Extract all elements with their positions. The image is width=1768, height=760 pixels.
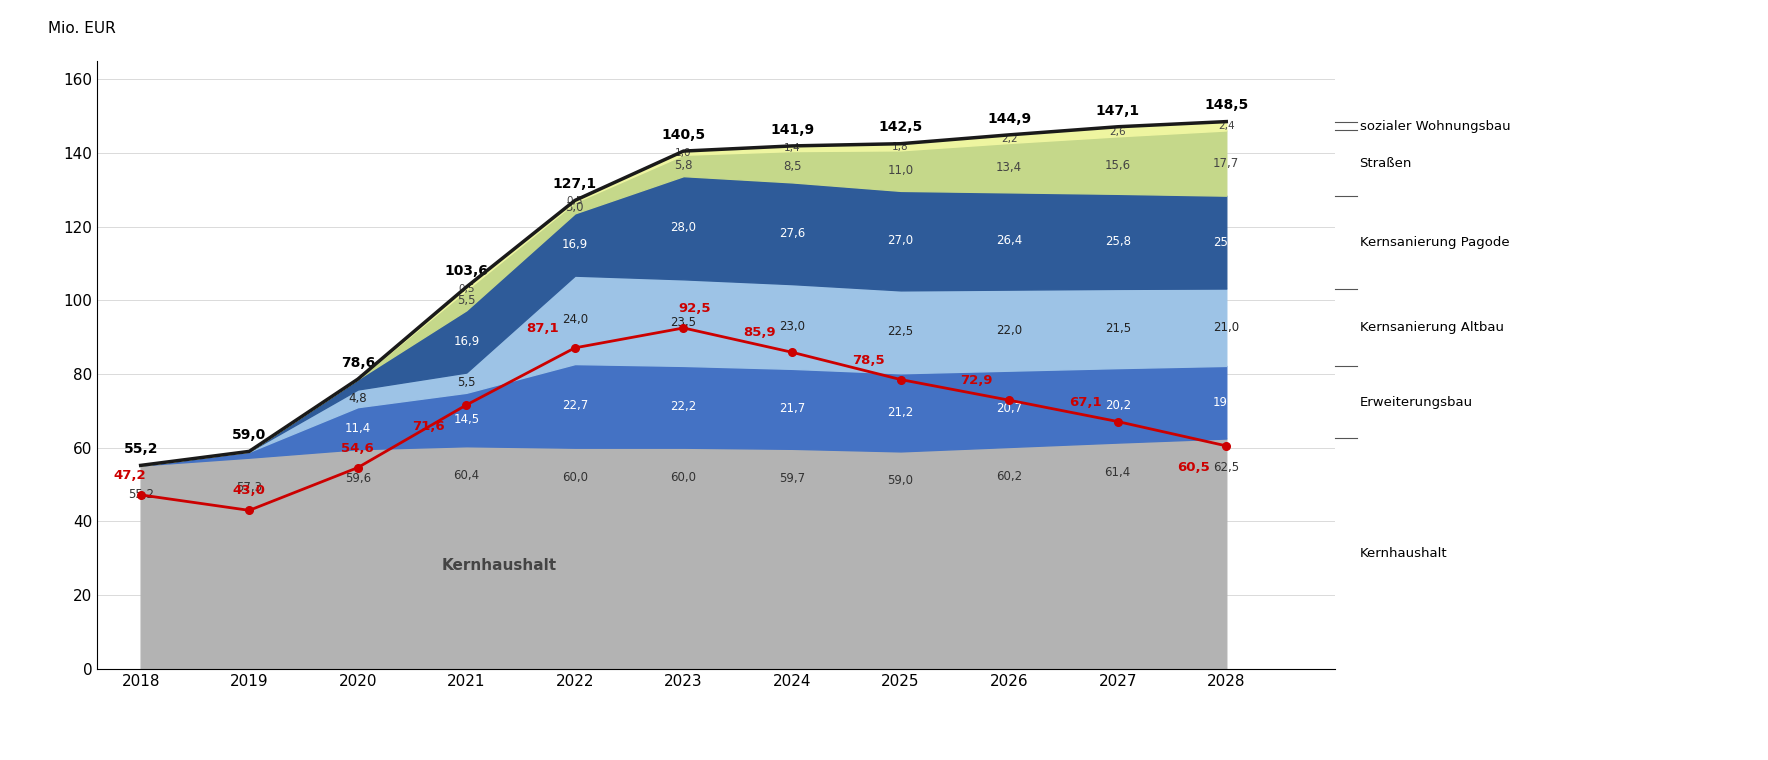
Text: Straßen: Straßen bbox=[1360, 157, 1413, 169]
Text: 62,5: 62,5 bbox=[1213, 461, 1239, 474]
Text: 14,5: 14,5 bbox=[453, 413, 479, 426]
Text: Mio. EUR: Mio. EUR bbox=[48, 21, 115, 36]
Text: Kernhaushalt: Kernhaushalt bbox=[1360, 547, 1448, 560]
Text: 23,0: 23,0 bbox=[780, 320, 804, 333]
Text: 55,2: 55,2 bbox=[127, 489, 154, 502]
Text: 43,0: 43,0 bbox=[233, 484, 265, 498]
Text: 60,2: 60,2 bbox=[995, 470, 1022, 483]
Text: 60,5: 60,5 bbox=[1177, 461, 1209, 473]
Text: 21,7: 21,7 bbox=[780, 402, 804, 415]
Text: 2,4: 2,4 bbox=[1218, 121, 1234, 131]
Text: 67,1: 67,1 bbox=[1070, 396, 1101, 409]
Text: 78,6: 78,6 bbox=[341, 356, 375, 370]
Text: 72,9: 72,9 bbox=[960, 374, 994, 388]
Text: 140,5: 140,5 bbox=[661, 128, 705, 142]
Text: 2,6: 2,6 bbox=[1109, 127, 1126, 137]
Text: 87,1: 87,1 bbox=[527, 322, 559, 335]
Text: 28,0: 28,0 bbox=[670, 221, 697, 234]
Text: 60,0: 60,0 bbox=[562, 470, 589, 483]
Text: 0,5: 0,5 bbox=[568, 196, 583, 207]
Text: 20,7: 20,7 bbox=[995, 402, 1022, 415]
Text: 3,0: 3,0 bbox=[566, 201, 583, 214]
Text: 47,2: 47,2 bbox=[113, 469, 147, 482]
Text: 61,4: 61,4 bbox=[1105, 466, 1132, 479]
Text: 27,6: 27,6 bbox=[780, 226, 804, 239]
Text: 59,6: 59,6 bbox=[345, 472, 371, 485]
Text: 21,5: 21,5 bbox=[1105, 322, 1132, 335]
Text: 21,0: 21,0 bbox=[1213, 321, 1239, 334]
Text: 21,2: 21,2 bbox=[888, 406, 914, 419]
Text: Kernhaushalt: Kernhaushalt bbox=[442, 558, 557, 573]
Text: 5,5: 5,5 bbox=[458, 293, 476, 306]
Text: 59,7: 59,7 bbox=[780, 472, 804, 485]
Text: 11,4: 11,4 bbox=[345, 422, 371, 435]
Text: 22,2: 22,2 bbox=[670, 401, 697, 413]
Text: 127,1: 127,1 bbox=[553, 177, 598, 192]
Text: 19,7: 19,7 bbox=[1213, 396, 1239, 409]
Text: 24,0: 24,0 bbox=[562, 313, 589, 326]
Text: 15,6: 15,6 bbox=[1105, 159, 1132, 172]
Text: 23,5: 23,5 bbox=[670, 316, 697, 329]
Text: 13,4: 13,4 bbox=[995, 161, 1022, 174]
Text: 1,0: 1,0 bbox=[675, 148, 691, 158]
Text: 20,2: 20,2 bbox=[1105, 399, 1132, 412]
Text: 5,8: 5,8 bbox=[674, 159, 693, 172]
Text: 59,0: 59,0 bbox=[232, 428, 267, 442]
Text: 17,7: 17,7 bbox=[1213, 157, 1239, 169]
Text: 1,8: 1,8 bbox=[893, 142, 909, 152]
Text: 25,2: 25,2 bbox=[1213, 236, 1239, 249]
Text: 11,0: 11,0 bbox=[888, 164, 914, 177]
Text: 60,4: 60,4 bbox=[453, 469, 479, 482]
Text: 1,4: 1,4 bbox=[783, 144, 801, 154]
Text: 5,5: 5,5 bbox=[458, 376, 476, 389]
Text: 59,0: 59,0 bbox=[888, 474, 914, 487]
Text: 57,3: 57,3 bbox=[237, 480, 262, 494]
Text: 85,9: 85,9 bbox=[743, 326, 776, 340]
Text: 148,5: 148,5 bbox=[1204, 98, 1248, 112]
Text: 22,5: 22,5 bbox=[888, 325, 914, 338]
Text: 60,0: 60,0 bbox=[670, 470, 697, 483]
Text: 22,0: 22,0 bbox=[995, 324, 1022, 337]
Text: 142,5: 142,5 bbox=[879, 121, 923, 135]
Text: 16,9: 16,9 bbox=[453, 335, 479, 348]
Text: 147,1: 147,1 bbox=[1096, 103, 1140, 118]
Text: sozialer Wohnungsbau: sozialer Wohnungsbau bbox=[1360, 119, 1510, 132]
Text: 54,6: 54,6 bbox=[341, 442, 375, 454]
Text: 25,8: 25,8 bbox=[1105, 235, 1132, 248]
Text: 16,9: 16,9 bbox=[562, 238, 589, 251]
Text: 0,5: 0,5 bbox=[458, 284, 474, 294]
Text: Kernsanierung Pagode: Kernsanierung Pagode bbox=[1360, 236, 1510, 249]
Text: 92,5: 92,5 bbox=[679, 302, 711, 315]
Text: 22,7: 22,7 bbox=[562, 400, 589, 413]
Text: 78,5: 78,5 bbox=[852, 353, 884, 366]
Text: 55,2: 55,2 bbox=[124, 442, 157, 456]
Text: 144,9: 144,9 bbox=[987, 112, 1031, 125]
Text: Kernsanierung Altbau: Kernsanierung Altbau bbox=[1360, 321, 1503, 334]
Text: 2,2: 2,2 bbox=[1001, 134, 1017, 144]
Text: 103,6: 103,6 bbox=[444, 264, 488, 278]
Text: 141,9: 141,9 bbox=[771, 122, 813, 137]
Text: 26,4: 26,4 bbox=[995, 235, 1022, 248]
Text: Erweiterungsbau: Erweiterungsbau bbox=[1360, 396, 1473, 409]
Text: 4,8: 4,8 bbox=[348, 392, 368, 405]
Text: 27,0: 27,0 bbox=[888, 234, 914, 247]
Text: 71,6: 71,6 bbox=[412, 420, 446, 432]
Text: 8,5: 8,5 bbox=[783, 160, 801, 173]
